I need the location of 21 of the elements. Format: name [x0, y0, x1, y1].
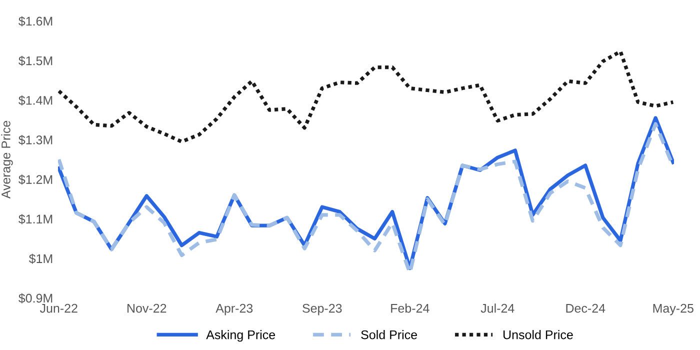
legend-label: Asking Price — [206, 330, 276, 342]
line-series — [58, 50, 674, 144]
x-tick-label: Jun-22 — [40, 304, 78, 313]
y-tick-label: $1.4M — [18, 95, 52, 106]
x-tick-label: May-25 — [653, 304, 694, 316]
x-tick-label: Sep-23 — [302, 304, 342, 316]
x-tick-label: Apr-23 — [216, 304, 253, 316]
legend-label: Sold Price — [361, 330, 417, 340]
y-tick-label: $1.1M — [18, 214, 52, 224]
y-tick-label: $1M — [28, 254, 52, 264]
y-tick-label: $0.9M — [18, 293, 52, 304]
y-tick-label: $1.2M — [18, 174, 52, 185]
x-tick-label: Nov-22 — [128, 304, 166, 313]
x-tick-label: Feb-24 — [391, 304, 430, 313]
y-tick-label: $1.6M — [18, 16, 52, 26]
y-tick-label: $1.5M — [18, 56, 52, 66]
x-tick-label: Jul-24 — [480, 304, 514, 313]
y-axis-title: Average Price — [1, 120, 13, 199]
x-tick-label: Dec-24 — [566, 304, 606, 313]
legend-label: Unsold Price — [504, 330, 573, 340]
y-tick-label: $1.3M — [18, 134, 52, 146]
